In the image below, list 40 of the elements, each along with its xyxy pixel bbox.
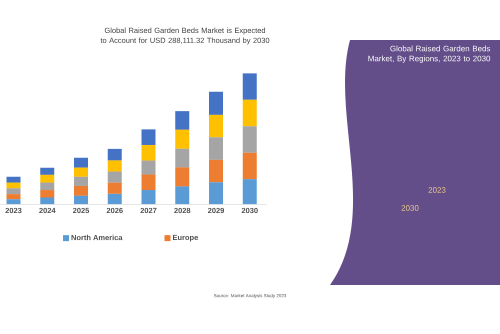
bar — [209, 137, 224, 160]
bar — [6, 194, 21, 200]
bar — [242, 179, 257, 204]
bar — [242, 73, 257, 100]
bar — [209, 182, 224, 204]
bar — [242, 152, 257, 180]
bar — [40, 168, 54, 175]
bar — [108, 160, 122, 172]
bar — [142, 174, 156, 190]
bar — [74, 158, 88, 168]
bar — [142, 129, 156, 145]
bar — [242, 100, 257, 126]
bar — [40, 182, 54, 190]
bar — [74, 196, 88, 204]
bar — [209, 92, 224, 115]
bar — [40, 197, 54, 204]
bar — [242, 126, 257, 153]
bar — [142, 144, 156, 161]
bar — [209, 114, 224, 138]
bar — [108, 182, 122, 194]
bar — [6, 188, 21, 194]
bar — [6, 182, 21, 188]
bar — [175, 186, 190, 204]
bar — [175, 148, 190, 168]
bar — [74, 168, 88, 177]
bar — [108, 148, 122, 160]
bar — [74, 186, 88, 196]
bar — [74, 176, 88, 186]
bar — [142, 190, 156, 204]
bar — [108, 172, 122, 183]
bar — [142, 160, 156, 174]
bar — [6, 199, 21, 204]
bar — [108, 194, 122, 204]
bar — [175, 167, 190, 186]
bar — [209, 160, 224, 182]
bar — [6, 176, 21, 183]
bar — [40, 174, 54, 183]
bar — [40, 190, 54, 198]
bar — [175, 130, 190, 149]
bar — [175, 111, 190, 130]
